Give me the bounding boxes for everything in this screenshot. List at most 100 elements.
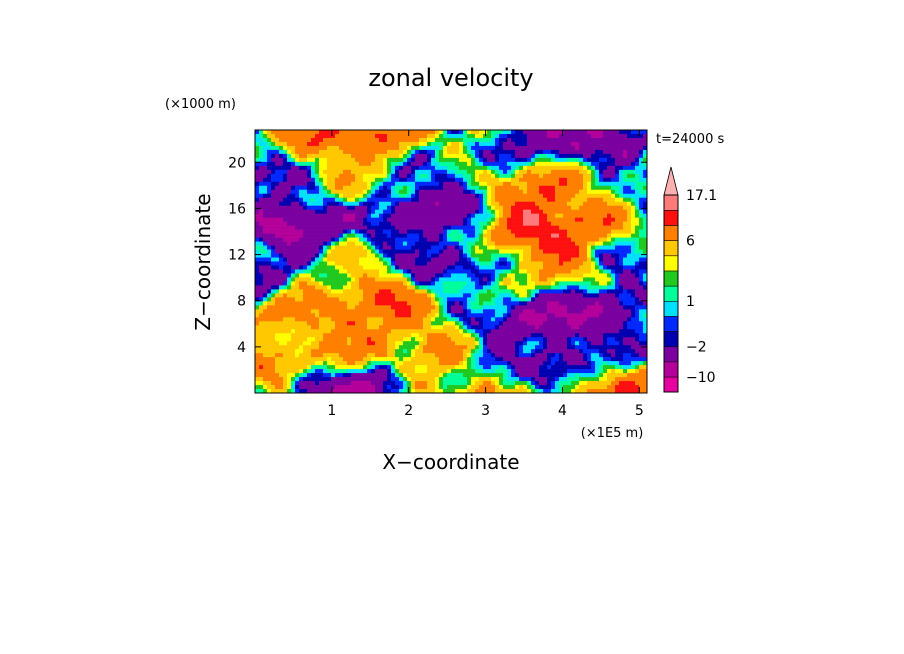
field-cell (319, 317, 324, 322)
field-cell (471, 281, 476, 286)
field-cell (379, 157, 384, 163)
field-cell (295, 273, 300, 278)
field-cell (339, 201, 344, 207)
field-cell (527, 177, 532, 183)
field-cell (611, 245, 616, 250)
field-cell (507, 269, 512, 274)
field-cell (447, 221, 452, 226)
field-cell (635, 197, 640, 203)
field-cell (455, 133, 460, 139)
field-cell (543, 305, 548, 310)
field-cell (643, 269, 648, 274)
field-cell (275, 269, 280, 274)
field-cell (399, 149, 404, 155)
field-cell (511, 309, 516, 314)
field-cell (463, 137, 468, 143)
field-cell (607, 237, 612, 242)
field-cell (323, 317, 328, 322)
field-cell (551, 197, 556, 203)
field-cell (447, 293, 452, 298)
field-cell (507, 133, 512, 139)
field-cell (311, 293, 316, 298)
field-cell (591, 265, 596, 270)
field-cell (451, 217, 456, 222)
field-cell (363, 249, 368, 254)
field-cell (607, 329, 612, 334)
field-cell (583, 149, 588, 155)
field-cell (539, 261, 544, 266)
field-cell (587, 217, 592, 222)
field-cell (603, 209, 608, 214)
field-cell (319, 269, 324, 274)
field-cell (627, 177, 632, 183)
field-cell (467, 137, 472, 143)
field-cell (375, 157, 380, 163)
field-cell (371, 149, 376, 155)
field-cell (347, 157, 352, 163)
field-cell (387, 297, 392, 302)
field-cell (259, 185, 264, 191)
field-cell (439, 269, 444, 274)
field-cell (635, 261, 640, 266)
field-cell (363, 225, 368, 230)
field-cell (339, 297, 344, 302)
field-cell (567, 261, 572, 266)
field-cell (567, 189, 572, 195)
field-cell (275, 329, 280, 334)
field-cell (627, 145, 632, 151)
field-cell (567, 317, 572, 322)
field-cell (259, 169, 264, 175)
field-cell (291, 201, 296, 207)
field-cell (611, 205, 616, 210)
field-cell (627, 221, 632, 226)
field-cell (435, 245, 440, 250)
field-cell (511, 130, 516, 135)
field-cell (399, 177, 404, 183)
field-cell (327, 253, 332, 258)
field-cell (479, 165, 484, 171)
field-cell (603, 181, 608, 187)
field-cell (623, 237, 628, 242)
field-cell (495, 237, 500, 242)
field-cell (435, 169, 440, 175)
field-cell (311, 149, 316, 155)
field-cell (471, 193, 476, 199)
field-cell (411, 181, 416, 187)
field-cell (503, 253, 508, 258)
field-cell (399, 157, 404, 163)
field-cell (635, 325, 640, 330)
field-cell (523, 229, 528, 234)
field-cell (439, 265, 444, 270)
field-cell (627, 309, 632, 314)
field-cell (487, 257, 492, 262)
field-cell (383, 313, 388, 318)
field-cell (551, 221, 556, 226)
field-cell (603, 281, 608, 286)
field-cell (491, 169, 496, 175)
field-cell (323, 133, 328, 139)
field-cell (407, 189, 412, 195)
field-cell (531, 281, 536, 286)
field-cell (635, 130, 640, 135)
field-cell (595, 157, 600, 163)
field-cell (439, 189, 444, 195)
field-cell (579, 265, 584, 270)
field-cell (499, 185, 504, 191)
field-cell (375, 173, 380, 179)
field-cell (335, 257, 340, 262)
field-cell (547, 185, 552, 191)
field-cell (411, 313, 416, 318)
field-cell (415, 229, 420, 234)
field-cell (295, 213, 300, 218)
field-cell (563, 169, 568, 175)
field-cell (551, 285, 556, 290)
field-cell (611, 133, 616, 139)
field-cell (623, 201, 628, 207)
field-cell (507, 313, 512, 318)
field-cell (463, 265, 468, 270)
field-cell (463, 289, 468, 294)
field-cell (435, 329, 440, 334)
field-cell (383, 229, 388, 234)
field-cell (411, 277, 416, 282)
field-cell (547, 217, 552, 222)
